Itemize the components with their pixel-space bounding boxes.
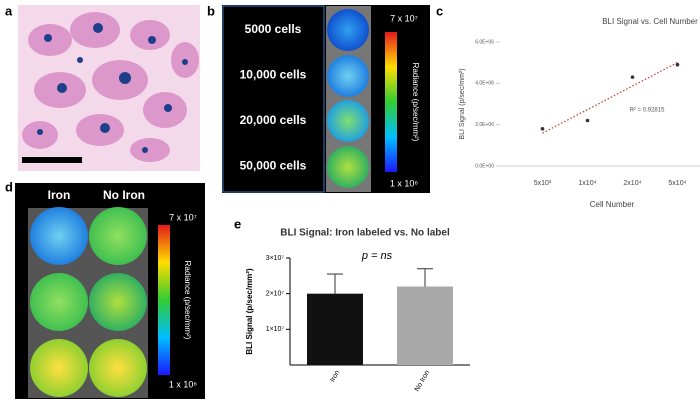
y-tick-label: 1×10⁷ [266, 326, 285, 333]
x-tick-label: 2x10⁴ [623, 180, 641, 187]
scale-label: Radiance (p/sec/mm²) [183, 261, 192, 340]
y-axis-label: BLI Signal (p/sec/mm²) [459, 68, 466, 139]
panel-label: d [5, 179, 13, 194]
chart-title: BLI Signal vs. Cell Number [602, 17, 698, 26]
bar [307, 293, 363, 365]
y-tick-label: 6.0E+06 [475, 39, 494, 45]
y-tick-label: 3×10⁷ [266, 255, 285, 262]
point [540, 127, 545, 131]
point [675, 62, 680, 67]
row-label: 10,000 cells [240, 68, 307, 82]
x-tick-label: 1x10⁴ [578, 180, 596, 187]
x-tick-label: 5x10³ [534, 180, 552, 187]
chart-title: BLI Signal: Iron labeled vs. No label [280, 228, 450, 239]
y-tick-label: 2×10⁷ [266, 291, 285, 298]
trendline [542, 61, 678, 134]
x-tick-label: No Iron [414, 369, 432, 392]
annotation: R² = 0.92815 [630, 108, 666, 114]
panel-label: a [5, 3, 13, 18]
panel-label: b [207, 3, 215, 18]
scale-min: 1 x 10⁶ [390, 178, 419, 188]
y-tick-label: 0.0E+00 [475, 163, 494, 169]
panel-label: e [234, 216, 241, 231]
row-label: 20,000 cells [240, 113, 307, 127]
column-label: Iron [48, 188, 71, 202]
annotation: p = ns [361, 250, 393, 262]
column-label: No Iron [103, 188, 145, 202]
scale-max: 7 x 10⁷ [390, 13, 418, 23]
y-tick-label: 4.0E+06 [475, 81, 494, 87]
histology-image [18, 5, 200, 171]
x-tick-label: Iron [329, 369, 341, 383]
scale-max: 7 x 10⁷ [169, 212, 197, 222]
bli-cell-image [222, 5, 430, 193]
row-label: 50,000 cells [240, 159, 307, 173]
point [585, 118, 590, 123]
row-label: 5000 cells [245, 22, 302, 36]
scale-min: 1 x 10⁶ [169, 379, 198, 389]
panel-label: c [436, 3, 443, 18]
y-tick-label: 2.0E+06 [475, 122, 494, 128]
bli-iron-image [15, 183, 205, 399]
x-axis-label: Cell Number [590, 200, 635, 209]
scale-label: Radiance (p/sec/mm²) [411, 63, 420, 142]
bar [397, 286, 453, 365]
point [630, 75, 635, 79]
x-tick-label: 5x10⁴ [668, 180, 686, 187]
y-axis-label: BLI Signal (p/sec/mm²) [245, 268, 254, 355]
